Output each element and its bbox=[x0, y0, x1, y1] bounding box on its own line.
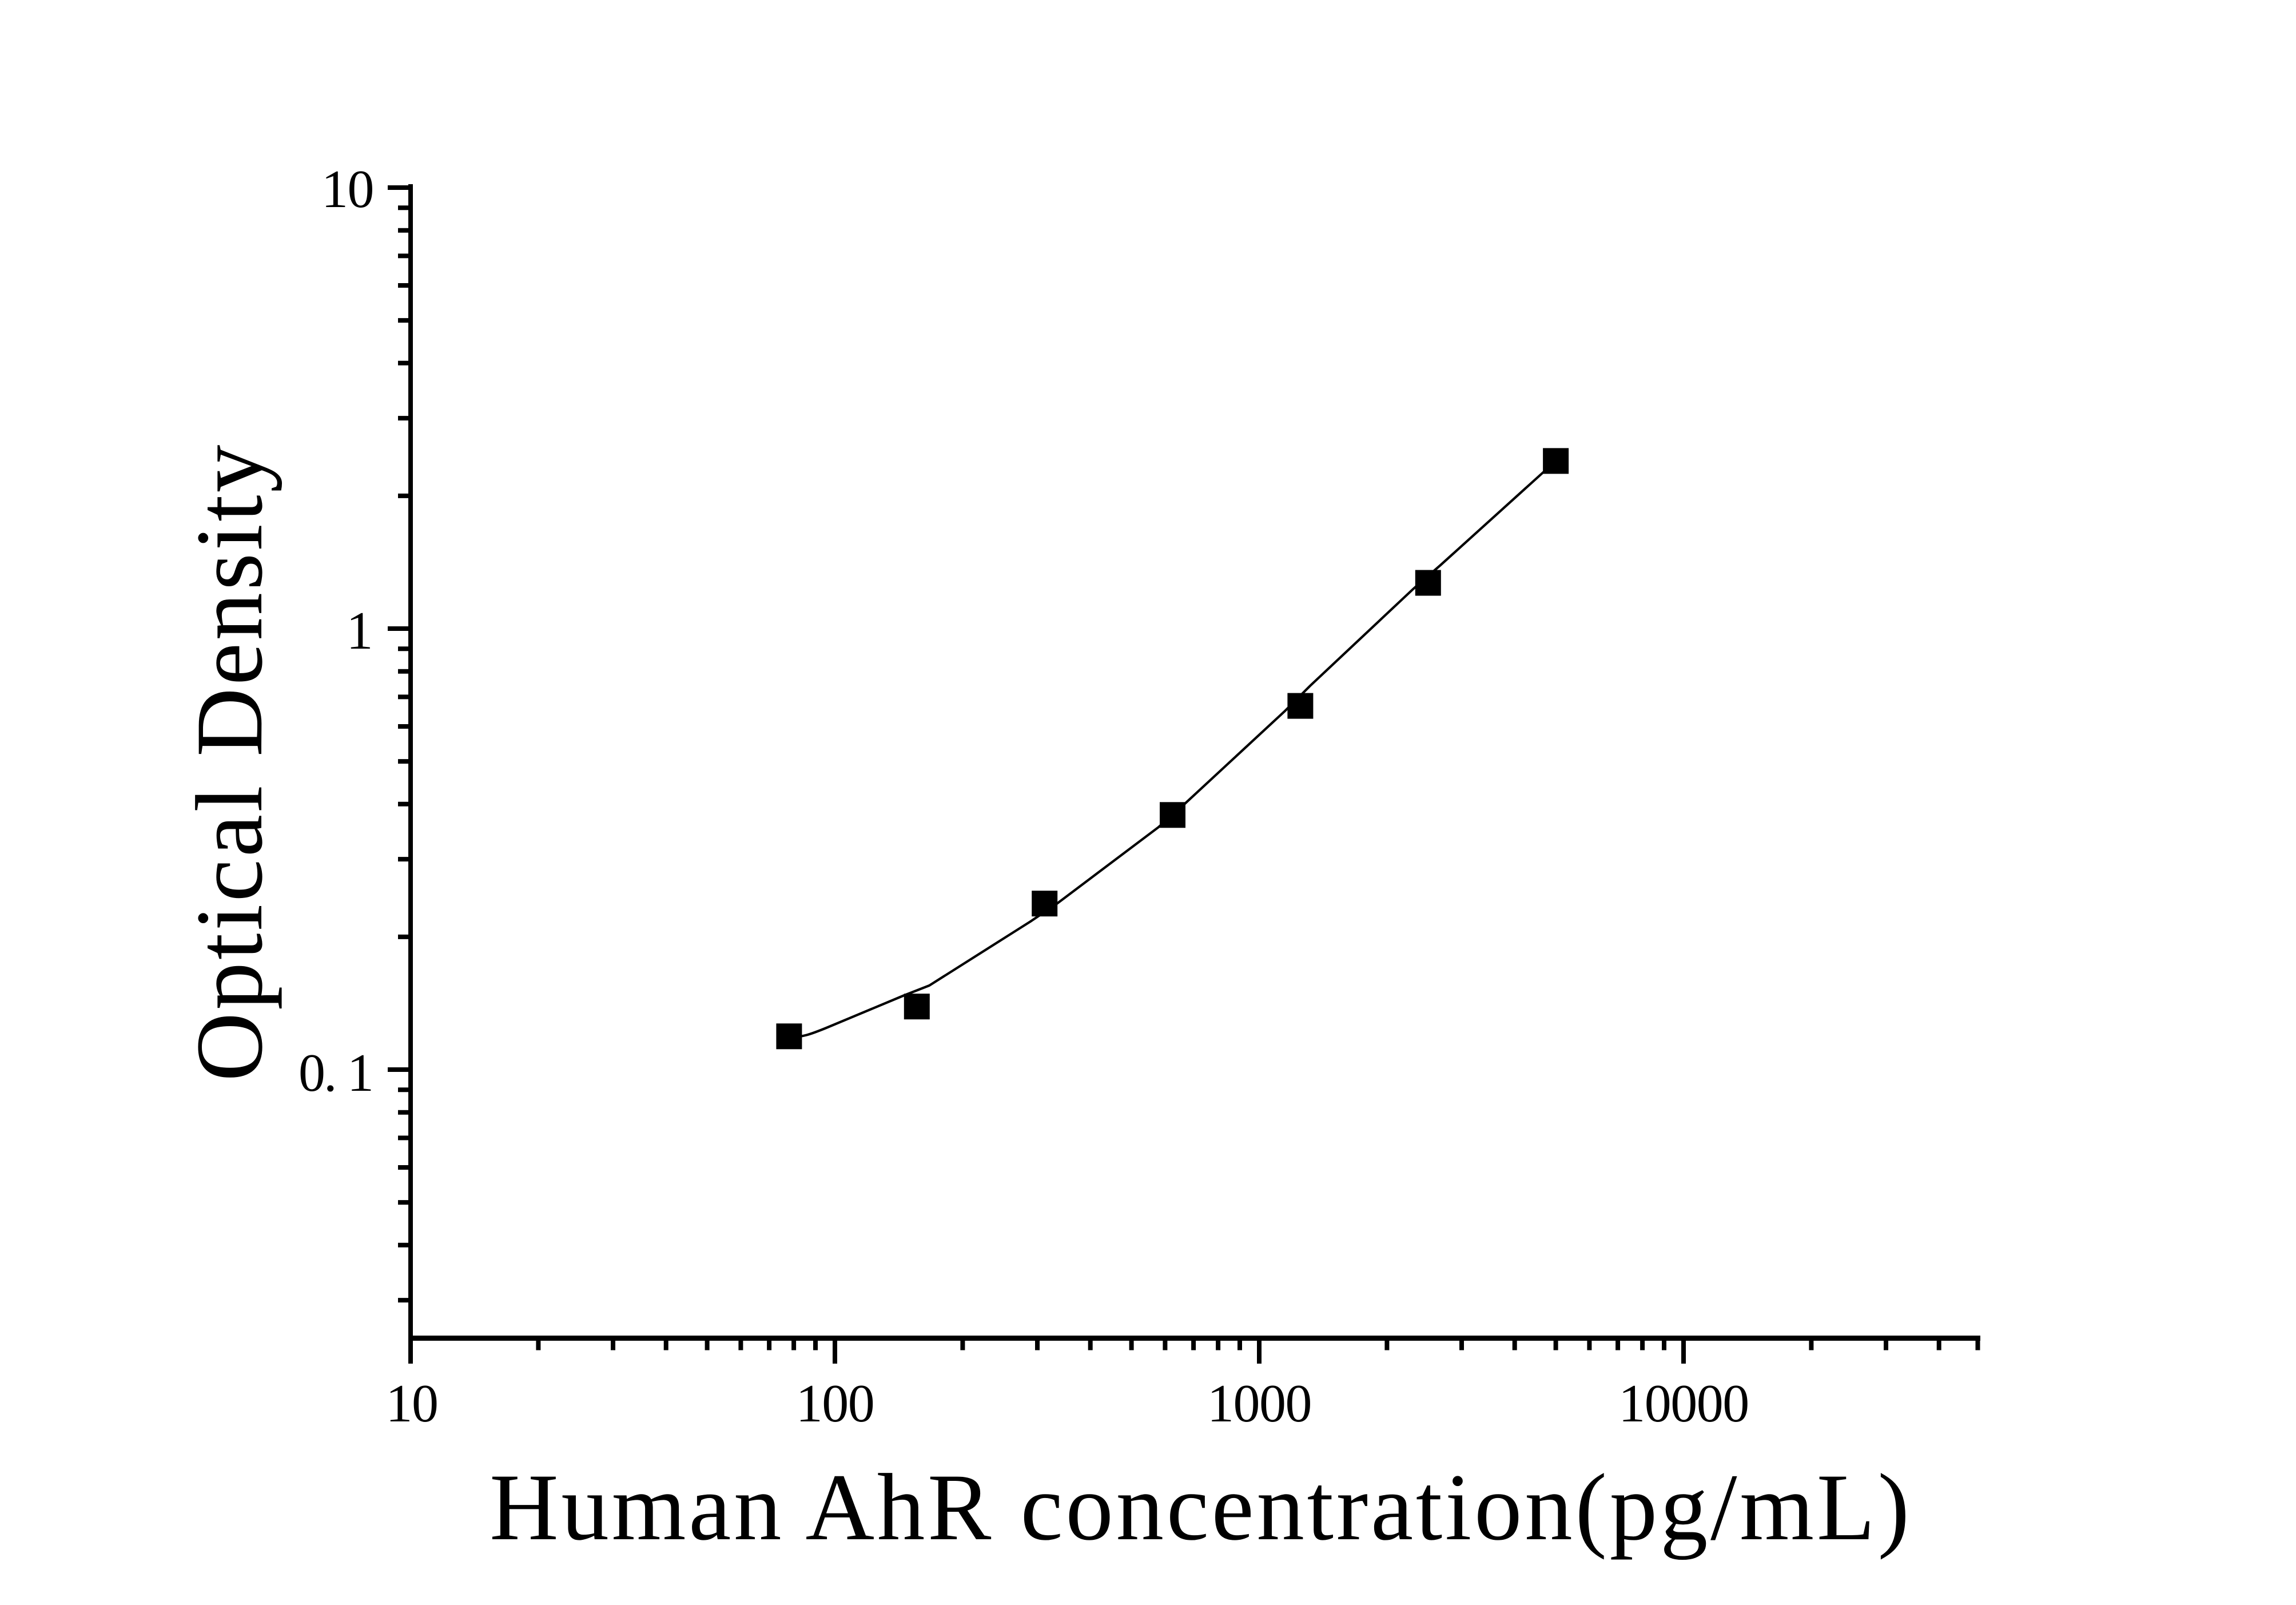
svg-text:10: 10 bbox=[321, 160, 373, 219]
svg-text:0. 1: 0. 1 bbox=[299, 1043, 372, 1103]
svg-text:10000: 10000 bbox=[1618, 1374, 1749, 1433]
svg-text:Optical Density: Optical Density bbox=[177, 442, 282, 1081]
svg-text:Human AhR concentration(pg/mL): Human AhR concentration(pg/mL) bbox=[490, 1455, 1912, 1560]
svg-text:100: 100 bbox=[796, 1374, 874, 1433]
svg-text:1: 1 bbox=[347, 601, 373, 661]
svg-text:1000: 1000 bbox=[1207, 1374, 1311, 1433]
svg-text:10: 10 bbox=[386, 1374, 438, 1433]
